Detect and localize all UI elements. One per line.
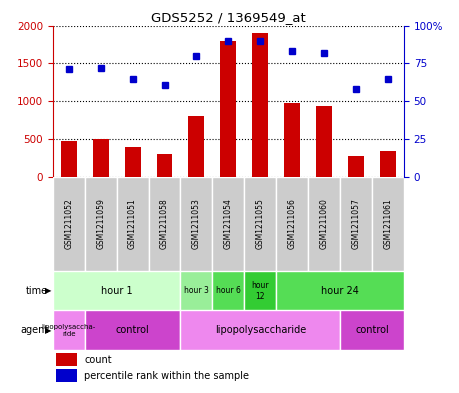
Bar <box>117 177 149 271</box>
Text: control: control <box>355 325 389 335</box>
Text: agent: agent <box>20 325 48 335</box>
Text: time: time <box>26 286 48 296</box>
Bar <box>252 33 268 177</box>
Text: ▶: ▶ <box>45 286 52 295</box>
Bar <box>149 177 180 271</box>
Bar <box>53 310 85 350</box>
Bar <box>348 156 364 177</box>
Text: GSM1211061: GSM1211061 <box>383 198 392 250</box>
Bar <box>180 271 213 310</box>
Bar <box>340 310 404 350</box>
Bar <box>85 310 180 350</box>
Bar <box>189 116 204 177</box>
Text: hour
12: hour 12 <box>252 281 269 301</box>
Text: percentile rank within the sample: percentile rank within the sample <box>84 371 249 380</box>
Bar <box>61 141 77 177</box>
Text: GSM1211053: GSM1211053 <box>192 198 201 250</box>
Text: hour 24: hour 24 <box>321 286 359 296</box>
Bar <box>220 40 236 177</box>
Text: hour 1: hour 1 <box>101 286 133 296</box>
Text: GSM1211058: GSM1211058 <box>160 198 169 250</box>
Text: lipopolysaccharide: lipopolysaccharide <box>215 325 306 335</box>
Text: GSM1211055: GSM1211055 <box>256 198 265 250</box>
Bar <box>340 177 372 271</box>
Bar <box>213 271 244 310</box>
Bar <box>276 271 404 310</box>
Bar <box>213 177 244 271</box>
Text: GSM1211057: GSM1211057 <box>352 198 360 250</box>
Text: GSM1211051: GSM1211051 <box>128 198 137 250</box>
Text: hour 6: hour 6 <box>216 286 241 295</box>
Text: control: control <box>116 325 150 335</box>
Text: GSM1211052: GSM1211052 <box>64 198 73 250</box>
Text: GSM1211060: GSM1211060 <box>319 198 329 250</box>
Bar <box>157 154 173 177</box>
Bar <box>56 369 78 382</box>
Text: ▶: ▶ <box>45 326 52 334</box>
Bar <box>284 103 300 177</box>
Bar <box>85 177 117 271</box>
Text: lipopolysaccha-
ride: lipopolysaccha- ride <box>42 323 96 337</box>
Text: GSM1211056: GSM1211056 <box>288 198 297 250</box>
Bar <box>56 353 78 365</box>
Text: GSM1211054: GSM1211054 <box>224 198 233 250</box>
Bar <box>244 271 276 310</box>
Bar <box>53 271 180 310</box>
Text: count: count <box>84 354 112 365</box>
Bar <box>308 177 340 271</box>
Text: hour 3: hour 3 <box>184 286 209 295</box>
Bar <box>93 139 109 177</box>
Title: GDS5252 / 1369549_at: GDS5252 / 1369549_at <box>151 11 306 24</box>
Bar <box>53 177 85 271</box>
Bar <box>180 177 213 271</box>
Text: GSM1211059: GSM1211059 <box>96 198 105 250</box>
Bar <box>276 177 308 271</box>
Bar <box>372 177 404 271</box>
Bar <box>380 151 396 177</box>
Bar <box>316 106 332 177</box>
Bar <box>124 147 140 177</box>
Bar <box>180 310 340 350</box>
Bar <box>244 177 276 271</box>
